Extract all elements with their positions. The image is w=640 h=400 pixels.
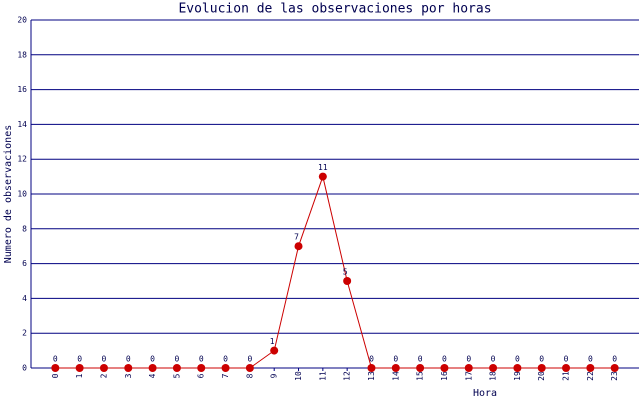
x-tick-label: 7 [221,373,230,378]
x-tick-label: 0 [51,373,60,378]
y-tick-label: 16 [17,85,27,94]
data-label: 1 [270,337,275,346]
data-label: 0 [223,355,228,364]
data-label: 0 [150,355,155,364]
data-label: 11 [318,163,328,172]
data-label: 0 [53,355,58,364]
data-label: 0 [393,355,398,364]
y-tick-label: 10 [17,190,27,199]
x-tick-label: 4 [148,373,157,378]
marker [318,172,327,181]
marker [489,364,498,372]
x-tick-label: 2 [99,373,108,378]
data-label: 5 [343,268,348,277]
data-label: 0 [77,355,82,364]
marker [51,364,60,372]
x-tick-label: 6 [197,373,206,378]
marker [416,364,425,372]
x-tick-label: 8 [245,373,254,378]
x-tick-label: 11 [318,371,327,381]
x-tick-label: 16 [440,371,449,381]
y-tick-label: 8 [22,224,27,233]
data-label: 0 [418,355,423,364]
marker [148,364,157,372]
data-label: 0 [612,355,617,364]
marker [537,364,546,372]
y-tick-label: 2 [22,329,27,338]
x-axis-label: Hora [473,388,497,399]
y-tick-label: 18 [17,50,27,59]
data-label: 0 [175,355,180,364]
x-tick-label: 10 [294,371,303,381]
data-label: 0 [539,355,544,364]
marker [440,364,449,372]
data-label: 0 [588,355,593,364]
x-tick-label: 18 [489,371,498,381]
y-tick-label: 6 [22,259,27,268]
data-label: 0 [564,355,569,364]
y-tick-label: 20 [17,16,27,25]
marker [245,364,254,372]
data-label: 0 [466,355,471,364]
y-tick-label: 14 [17,120,27,129]
y-axis-label: Numero de observaciones [3,125,14,263]
marker [464,364,473,372]
x-tick-label: 3 [124,373,133,378]
y-tick-label: 4 [22,294,27,303]
marker [197,364,206,372]
x-tick-label: 1 [75,373,84,378]
data-label: 0 [369,355,374,364]
marker [172,364,181,372]
x-tick-label: 5 [172,373,181,378]
marker [586,364,595,372]
x-tick-label: 20 [537,371,546,381]
chart-title: Evolucion de las observaciones por horas [178,2,491,17]
marker [270,346,279,355]
data-label: 0 [102,355,107,364]
data-label: 0 [442,355,447,364]
x-tick-label: 15 [416,371,425,381]
marker [562,364,571,372]
x-tick-label: 12 [343,371,352,381]
data-label: 0 [515,355,520,364]
x-tick-label: 23 [610,371,619,381]
marker [391,364,400,372]
data-label: 0 [126,355,131,364]
data-label: 7 [294,233,299,242]
y-tick-label: 12 [17,155,27,164]
line [55,174,615,369]
data-label: 0 [491,355,496,364]
x-tick-label: 19 [513,371,522,381]
marker [294,242,303,251]
marker [343,277,352,285]
data-label: 0 [247,355,252,364]
marker [513,364,522,372]
data-label: 0 [199,355,204,364]
marker [99,364,108,372]
marker [124,364,133,372]
x-tick-label: 14 [391,371,400,381]
marker [610,364,619,372]
y-tick-label: 0 [22,364,27,373]
x-tick-label: 9 [270,373,279,378]
x-tick-label: 21 [562,371,571,381]
marker [221,364,230,372]
x-tick-label: 13 [367,371,376,381]
x-tick-label: 22 [586,371,595,381]
x-tick-label: 17 [464,371,473,381]
marker [75,364,84,372]
marker [367,364,376,372]
